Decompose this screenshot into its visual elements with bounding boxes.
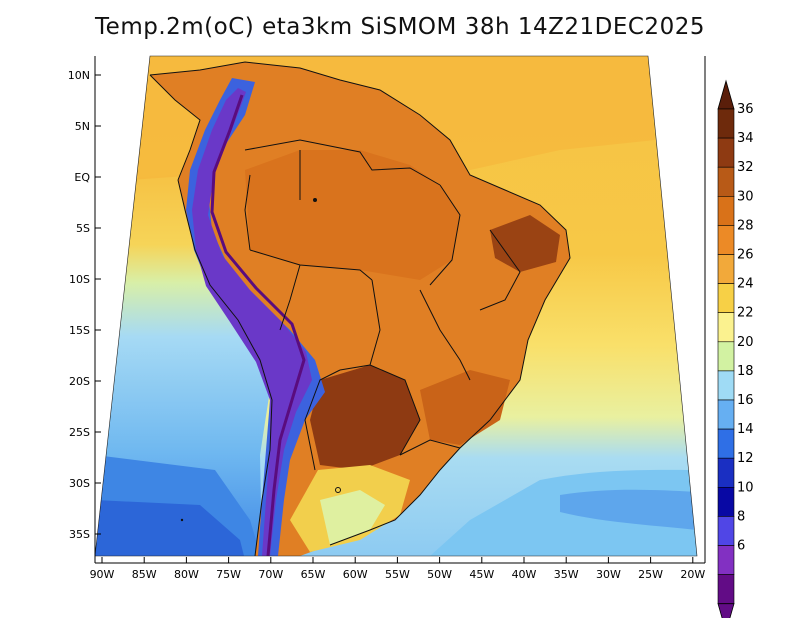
colorbar: 36 34 32 30 28 26 24 22 20 18 16 14 12 10 8 6	[717, 79, 754, 618]
colorbar-swatch	[717, 545, 735, 575]
lat-tick-label: 5S	[76, 222, 90, 235]
latitude-axis: 10N 5N EQ 5S 10S 15S 20S 25S 30S 35S	[68, 69, 101, 541]
lat-tick-label: 10N	[68, 69, 90, 82]
colorbar-swatch	[717, 399, 735, 430]
colorbar-swatch	[717, 312, 735, 343]
map-frame	[94, 55, 698, 557]
lat-tick-label: 20S	[69, 375, 90, 388]
colorbar-swatch	[717, 283, 735, 314]
colorbar-label: 20	[737, 335, 754, 350]
lat-tick-label: 25S	[69, 426, 90, 439]
colorbar-swatch	[717, 108, 735, 139]
lon-tick-label: 75W	[216, 568, 241, 581]
colorbar-label: 32	[737, 160, 754, 175]
chaco-hot-area	[310, 365, 420, 470]
colorbar-label: 8	[737, 509, 745, 524]
lat-tick-label: 10S	[69, 273, 90, 286]
colorbar-label: 6	[737, 539, 745, 554]
colorbar-label: 24	[737, 277, 754, 292]
map-domain	[95, 56, 697, 556]
andes-crest	[210, 94, 306, 556]
southeast-brazil	[420, 370, 510, 445]
lon-tick-label: 80W	[174, 568, 199, 581]
colorbar-label: 12	[737, 451, 754, 466]
lat-tick-label: 15S	[69, 324, 90, 337]
south-atlantic-cold-core	[560, 489, 697, 530]
colorbar-bottom-arrow	[717, 603, 735, 618]
colorbar-swatch	[717, 166, 735, 197]
colorbar-label: 26	[737, 248, 754, 263]
colorbar-top-arrow	[717, 79, 735, 110]
colorbar-label: 18	[737, 364, 754, 379]
lat-tick-label: 5N	[75, 120, 90, 133]
northeast-hot-spot	[490, 215, 560, 272]
lon-tick-label: 25W	[638, 568, 663, 581]
lon-tick-label: 60W	[343, 568, 368, 581]
country-borders	[149, 61, 571, 556]
lon-tick-label: 90W	[90, 568, 115, 581]
pampas-green-area	[320, 490, 385, 545]
lake-marker	[313, 198, 317, 202]
colorbar-label: 22	[737, 306, 754, 321]
andes-peaks	[192, 88, 312, 556]
lat-tick-label: 35S	[69, 528, 90, 541]
lon-tick-label: 65W	[301, 568, 326, 581]
lon-tick-label: 45W	[469, 568, 494, 581]
lat-tick-label: 30S	[69, 477, 90, 490]
amazon-interior	[245, 150, 460, 280]
lon-tick-label: 20W	[680, 568, 705, 581]
lon-tick-label: 50W	[427, 568, 452, 581]
colorbar-swatch	[717, 428, 735, 459]
colorbar-swatch	[717, 137, 735, 168]
colorbar-swatch	[717, 574, 735, 604]
lon-tick-label: 70W	[258, 568, 283, 581]
lon-tick-label: 85W	[132, 568, 157, 581]
colorbar-label: 36	[737, 102, 754, 117]
colorbar-swatch	[717, 225, 735, 255]
colorbar-swatch	[717, 457, 735, 488]
colorbar-swatch	[717, 516, 735, 546]
colorbar-swatch	[717, 341, 735, 372]
lon-tick-label: 55W	[385, 568, 410, 581]
island-marker	[103, 181, 107, 185]
lon-tick-label: 40W	[512, 568, 537, 581]
colorbar-swatch	[717, 254, 735, 284]
colorbar-label: 34	[737, 131, 754, 146]
map-title: Temp.2m(oC) eta3km SiSMOM 38h 14Z21DEC20…	[95, 14, 705, 40]
lake-marker	[335, 487, 341, 493]
lon-tick-label: 30W	[596, 568, 621, 581]
colorbar-label: 28	[737, 218, 754, 233]
colorbar-swatch	[717, 486, 735, 517]
colorbar-label: 16	[737, 393, 754, 408]
lat-tick-label: EQ	[74, 171, 90, 184]
pacific-coldest-core	[95, 500, 245, 556]
longitude-axis: 90W 85W 80W 75W 70W 65W 60W 55W 50W 45W 40W 35W 30W 2…	[90, 557, 705, 581]
colorbar-swatch	[717, 370, 735, 401]
lon-tick-label: 35W	[554, 568, 579, 581]
colorbar-label: 10	[737, 480, 754, 495]
colorbar-label: 14	[737, 422, 754, 437]
colorbar-label: 30	[737, 189, 754, 204]
island-marker	[180, 518, 184, 522]
colorbar-swatch	[717, 196, 735, 226]
